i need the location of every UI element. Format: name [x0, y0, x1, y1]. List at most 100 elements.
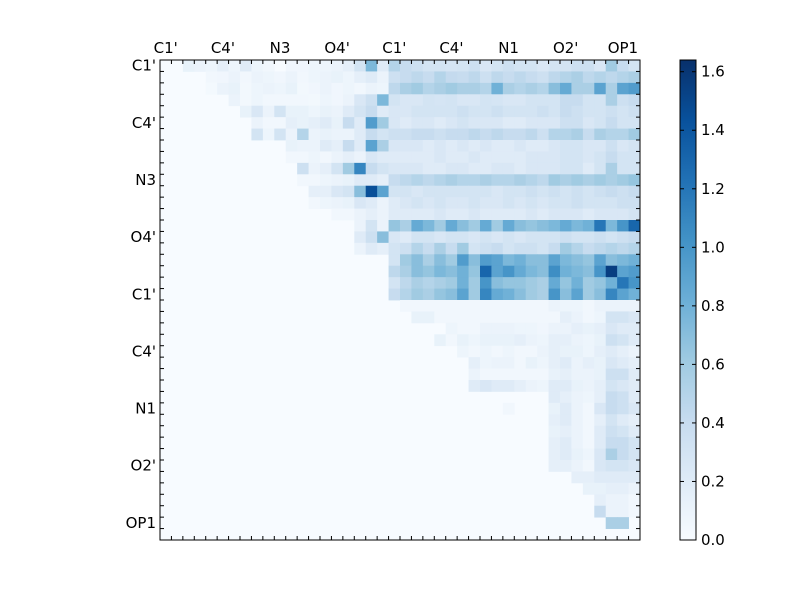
heatmap-cell [480, 357, 492, 369]
heatmap-cell [377, 185, 389, 198]
heatmap-cell [514, 71, 527, 84]
heatmap-cell [411, 231, 424, 244]
heatmap-cell [320, 71, 332, 84]
heatmap-cell [457, 300, 469, 312]
heatmap-cell [240, 94, 252, 107]
heatmap-cell [571, 254, 584, 267]
heatmap-cell [434, 242, 447, 255]
heatmap-cell [571, 357, 584, 369]
heatmap-cell [308, 174, 321, 187]
heatmap-cell [548, 300, 561, 312]
heatmap-cell [594, 105, 607, 118]
heatmap-cell [605, 437, 618, 449]
heatmap-cell [365, 140, 378, 152]
heatmap-cell [342, 128, 355, 141]
heatmap-cell [491, 288, 504, 301]
heatmap-cell [571, 117, 584, 129]
heatmap-cell [411, 185, 424, 198]
heatmap-cell [548, 414, 561, 427]
heatmap-cell [582, 471, 595, 484]
heatmap-cell [502, 197, 515, 209]
heatmap-cell [468, 60, 481, 72]
heatmap-cell [525, 82, 538, 95]
heatmap-cell [514, 174, 527, 187]
heatmap-cell [594, 231, 607, 244]
heatmap-cell [560, 117, 572, 129]
heatmap-cell [422, 288, 435, 301]
heatmap-cell [457, 242, 469, 255]
heatmap-cell [502, 151, 515, 164]
heatmap-cell [628, 151, 641, 164]
heatmap-cell [411, 197, 424, 209]
heatmap-cell [605, 505, 618, 518]
heatmap-cell [422, 231, 435, 244]
heatmap-cell [297, 105, 309, 118]
heatmap-cell [434, 265, 447, 278]
heatmap-cell [468, 82, 481, 95]
heatmap-cell [628, 288, 641, 301]
heatmap-cell [502, 128, 515, 141]
colorbar-ticks: 0.0 0.2 0.4 0.6 0.8 1.0 1.2 1.4 1.6 [680, 63, 725, 549]
heatmap-cell [525, 128, 538, 141]
heatmap-cell [502, 368, 515, 381]
heatmap-cell [617, 437, 629, 449]
heatmap-cell [422, 220, 435, 232]
heatmap-cell [480, 300, 492, 312]
heatmap-cell [537, 277, 549, 289]
heatmap-cell [377, 162, 389, 175]
heatmap-cell [445, 94, 458, 107]
heatmap-cell [617, 265, 629, 278]
heatmap-cell [434, 105, 447, 118]
heatmap-cell [457, 334, 469, 347]
heatmap-cell [605, 162, 618, 175]
heatmap-cell [480, 105, 492, 118]
heatmap-cell [502, 94, 515, 107]
heatmap-cell [582, 231, 595, 244]
heatmap-cell [320, 117, 332, 129]
heatmap-cell [560, 60, 572, 72]
heatmap-cell [400, 231, 412, 244]
heatmap-cell [400, 82, 412, 95]
heatmap-cell [365, 117, 378, 129]
heatmap-cell [571, 437, 584, 449]
heatmap-cell [457, 140, 469, 152]
heatmap-cell [525, 231, 538, 244]
heatmap-cell [582, 71, 595, 84]
heatmap-cell [548, 82, 561, 95]
heatmap-cell [617, 220, 629, 232]
heatmap-cell [422, 254, 435, 267]
heatmap-cell [617, 471, 629, 484]
heatmap-cell [422, 128, 435, 141]
heatmap-cell [240, 71, 252, 84]
heatmap-cell [628, 254, 641, 267]
heatmap-cell [537, 357, 549, 369]
heatmap-cell [445, 220, 458, 232]
heatmap-cell [480, 242, 492, 255]
heatmap-cell [434, 94, 447, 107]
heatmap-cell [560, 231, 572, 244]
heatmap-cell [342, 94, 355, 107]
heatmap-cell [628, 128, 641, 141]
heatmap-cell [617, 185, 629, 198]
heatmap-cell [628, 140, 641, 152]
heatmap-cell [617, 140, 629, 152]
heatmap-cell [628, 208, 641, 221]
heatmap-cell [582, 117, 595, 129]
heatmap-cell [537, 334, 549, 347]
heatmap-cell [297, 162, 309, 175]
heatmap-cell [571, 402, 584, 415]
colorbar-tick-label: 0.2 [701, 473, 725, 491]
heatmap-cell [400, 105, 412, 118]
heatmap-cell [297, 82, 309, 95]
heatmap-cell [594, 505, 607, 518]
heatmap-cell [525, 345, 538, 358]
heatmap-cell [560, 254, 572, 267]
heatmap-cell [537, 128, 549, 141]
heatmap-cell [628, 460, 641, 472]
heatmap-cell [308, 105, 321, 118]
heatmap-cell [377, 105, 389, 118]
heatmap-cell [445, 162, 458, 175]
heatmap-cell [605, 288, 618, 301]
heatmap-cell [468, 105, 481, 118]
heatmap-cell [628, 380, 641, 392]
